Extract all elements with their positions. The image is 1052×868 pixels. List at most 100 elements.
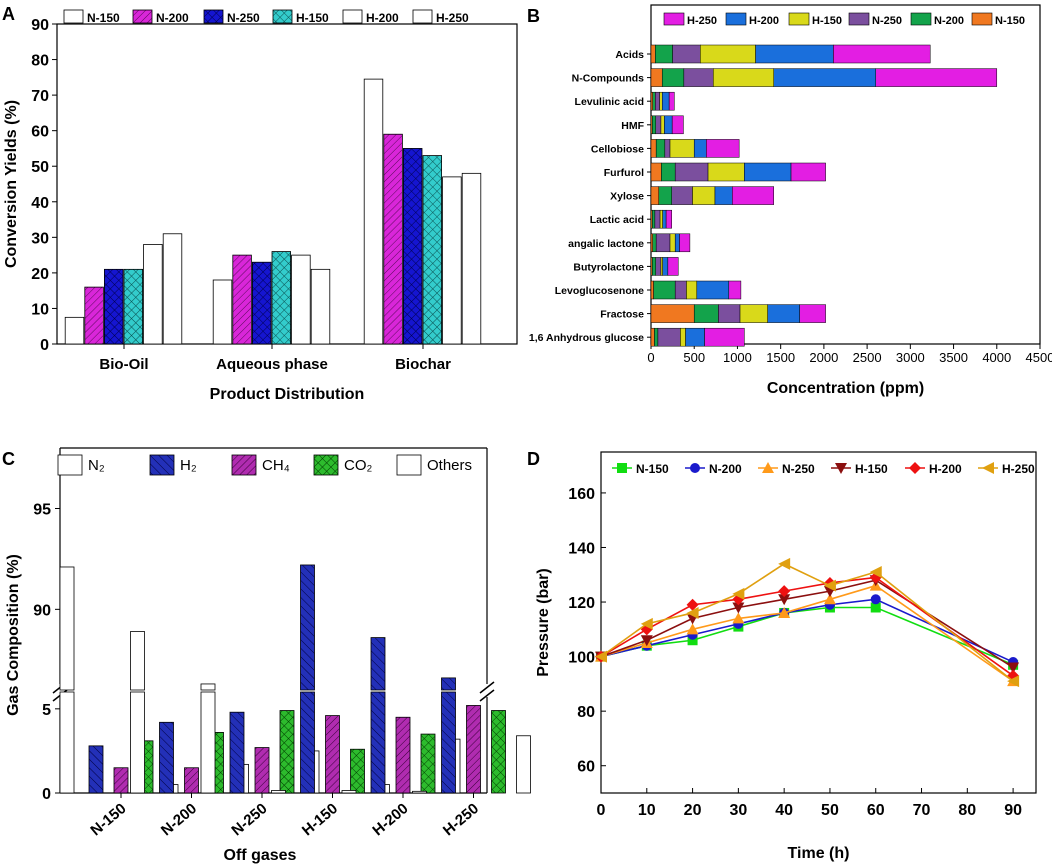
bar-h₂-upper: [370, 637, 386, 691]
bar-segment-n-250: [655, 233, 671, 253]
data-point-h-200: [778, 585, 791, 598]
x-tick-label: 2000: [809, 350, 838, 365]
y-tick-label: 90: [33, 602, 51, 619]
bar-segment-h-200: [755, 44, 834, 64]
bar-n₂-lower: [59, 691, 75, 794]
data-point-n-150: [687, 635, 698, 646]
y-tick-label: 95: [33, 502, 51, 519]
y-tick-label: 50: [31, 159, 49, 176]
data-point-h-200: [686, 598, 699, 611]
bar-co₂: [350, 748, 365, 794]
bar-segment-h-150: [660, 115, 665, 135]
series-line-h-250: [600, 562, 1014, 682]
legend-label: N-250: [782, 462, 815, 476]
bar-segment-h-250: [704, 327, 745, 347]
bar-segment-n-200: [652, 233, 657, 253]
y-tick-label: Lactic acid: [590, 214, 644, 226]
bar-segment-h-250: [679, 233, 691, 253]
bar-segment-n-250: [657, 327, 681, 347]
bar-n₂-upper: [200, 683, 216, 691]
data-point-n-250: [823, 593, 836, 605]
x-tick-label: 80: [958, 802, 976, 819]
bar-segment-n-250: [674, 280, 687, 300]
bar-h₂-lower: [300, 691, 315, 794]
y-tick-label: 40: [31, 195, 49, 212]
bar-segment-h-150: [669, 233, 676, 253]
bar-segment-h-200: [693, 139, 707, 158]
series-line-h-150: [600, 579, 1014, 669]
bar-segment-h-250: [665, 209, 672, 229]
x-tick-label: 500: [683, 350, 705, 365]
y-tick-label: N-Compounds: [572, 73, 644, 85]
x-tick-label: 4000: [982, 350, 1011, 365]
bar-segment-h-200: [664, 115, 673, 135]
y-tick-label: 0: [42, 786, 51, 803]
bar-n₂-lower: [130, 691, 145, 794]
bar-co₂: [279, 710, 295, 794]
legend-swatch: [910, 12, 932, 26]
bar-segment-n-200: [654, 327, 659, 347]
x-tick-label: N-200: [158, 800, 200, 839]
y-tick-label: 90: [31, 17, 49, 34]
bar-segment-n-250: [654, 209, 661, 229]
axis-break-mark: [479, 681, 495, 694]
x-tick-label: Biochar: [395, 356, 451, 373]
y-tick-label: 0: [40, 337, 49, 354]
x-tick-label: H-250: [440, 800, 482, 839]
data-point-h-150: [1007, 662, 1020, 674]
panel-d-line-chart: 0 10 20 30 40 50 60 70 80 90 60 80 100 120 140 160 Press…: [535, 451, 1037, 862]
bar-h-200: [291, 254, 311, 345]
data-point-h-150: [640, 635, 653, 647]
legend-swatch: [412, 9, 433, 24]
bar-segment-n-250: [664, 139, 671, 158]
y-tick-label: 80: [577, 704, 595, 721]
data-point-n-250: [778, 606, 791, 618]
y-tick-label: angalic lactone: [568, 238, 644, 250]
bar-segment-n-150: [650, 327, 655, 347]
bar-segment-n-200: [655, 139, 666, 158]
bar-segment-n-150: [650, 44, 656, 64]
legend-label: H-250: [687, 15, 717, 27]
y-tick-label: HMF: [621, 120, 644, 132]
y-tick-label: Cellobiose: [591, 143, 644, 155]
bar-ch₄: [325, 715, 340, 794]
bar-h₂-upper: [300, 564, 315, 691]
legend-swatch: [313, 454, 339, 476]
bar-n-200: [383, 133, 403, 345]
legend-label: CO₂: [344, 457, 373, 474]
bar-segment-n-200: [652, 91, 656, 111]
bar-n-200: [84, 286, 104, 345]
bar-n-150: [212, 279, 233, 345]
data-point-h-250: [778, 557, 791, 570]
bar-segment-n-250: [672, 44, 701, 64]
bar-segment-n-150: [650, 162, 662, 182]
y-tick-label: 70: [31, 88, 49, 105]
data-point-h-250: [595, 650, 607, 663]
bar-ch₄: [254, 747, 270, 794]
data-point-n-200: [870, 594, 881, 605]
bar-n₂-upper: [59, 566, 75, 691]
panel-label-c: C: [2, 449, 15, 469]
x-tick-label: Bio-Oil: [99, 356, 148, 373]
bar-h₂: [229, 711, 245, 794]
legend-marker: [762, 462, 774, 473]
bar-segment-h-250: [875, 68, 998, 87]
bar-segment-n-150: [650, 304, 695, 323]
legend-swatch: [971, 12, 993, 26]
x-tick-label: 10: [638, 802, 656, 819]
bar-segment-n-250: [655, 257, 662, 276]
bar-n-250: [104, 268, 124, 345]
panel-b-stacked-bar-chart: 0 500 1000 1500 2000 2500 3000 3500 4000 4500 Conc…: [529, 4, 1052, 397]
bar-h-150: [422, 155, 443, 345]
bar-segment-h-150: [707, 162, 745, 182]
legend-label: N-150: [995, 15, 1025, 27]
y-tick-label: Levulinic acid: [575, 96, 644, 108]
legend-label: H-200: [366, 11, 399, 25]
series-line-n-200: [600, 598, 1014, 663]
bar-segment-h-250: [833, 44, 931, 64]
x-tick-label: N-150: [87, 800, 129, 839]
bar-segment-n-150: [650, 68, 663, 87]
bar-segment-n-150: [650, 280, 654, 300]
bar-segment-h-150: [739, 304, 768, 323]
bar-ch₄: [466, 705, 481, 794]
